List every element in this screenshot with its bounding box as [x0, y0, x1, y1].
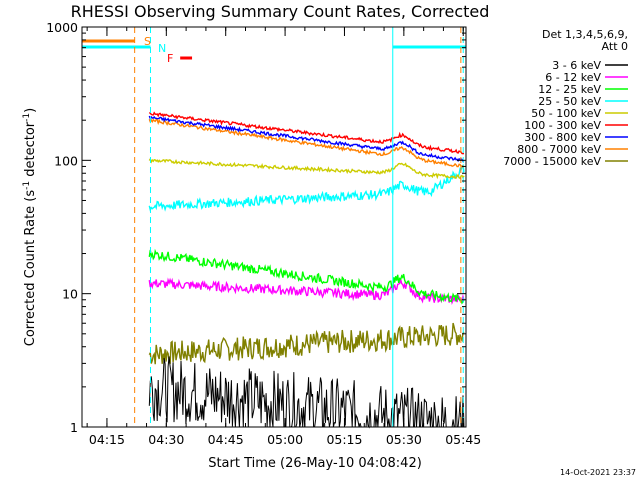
legend-header-line2: Att 0	[602, 40, 628, 53]
legend-label: 100 - 300 keV	[524, 119, 601, 132]
x-axis: 04:15 04:30 04:45 05:00 05:15 05:30 05:45	[86, 27, 481, 447]
series-line-12-25-kev	[148, 248, 465, 305]
legend-label: 300 - 800 keV	[524, 131, 601, 144]
legend-label: 25 - 50 keV	[538, 95, 601, 108]
x-tick-label: 04:15	[89, 432, 125, 447]
legend-label: 6 - 12 keV	[545, 71, 601, 84]
saa-flag-label: S	[144, 35, 151, 48]
chart-title: RHESSI Observing Summary Count Rates, Co…	[71, 2, 490, 21]
flare-flag-label: F	[167, 52, 173, 65]
y-axis: 1 10 100 1000	[46, 20, 466, 435]
y-tick-label: 1000	[46, 20, 78, 35]
x-tick-label: 05:45	[445, 432, 481, 447]
y-tick-label: 100	[54, 153, 78, 168]
series-line-300-800-kev	[148, 115, 465, 163]
legend-label: 50 - 100 keV	[531, 107, 601, 120]
series-line-6-12-kev	[148, 277, 465, 305]
series-line-3-6-kev	[148, 356, 465, 429]
legend-label: 12 - 25 keV	[538, 83, 601, 96]
y-axis-label: Corrected Count Rate (s-1 detector-1)	[22, 108, 38, 346]
x-tick-label: 04:45	[208, 432, 244, 447]
legend-label: 800 - 7000 keV	[517, 143, 601, 156]
legend-header-line1: Det 1,3,4,5,6,9,	[542, 28, 628, 41]
x-tick-label: 05:00	[267, 432, 303, 447]
series-line-800-7000-kev	[148, 118, 465, 169]
legend-label: 7000 - 15000 keV	[503, 155, 601, 168]
series-layer	[148, 111, 465, 429]
y-tick-label: 1	[70, 420, 78, 435]
series-line-50-100-kev	[148, 157, 465, 180]
x-tick-label: 04:30	[148, 432, 184, 447]
footer-date: 14-Oct-2021 23:37	[560, 468, 636, 477]
plot-frame	[81, 26, 467, 428]
series-line-7000-15000-kev	[148, 322, 465, 365]
series-line-25-50-kev	[148, 163, 465, 213]
x-axis-label: Start Time (26-May-10 04:08:42)	[208, 456, 422, 471]
x-tick-label: 05:15	[326, 432, 362, 447]
flags-layer: SNF	[82, 27, 466, 427]
series-line-100-300-kev	[148, 111, 465, 155]
x-tick-label: 05:30	[386, 432, 422, 447]
legend-label: 3 - 6 keV	[552, 59, 601, 72]
night-flag-label: N	[158, 42, 166, 55]
y-tick-label: 10	[62, 287, 78, 302]
